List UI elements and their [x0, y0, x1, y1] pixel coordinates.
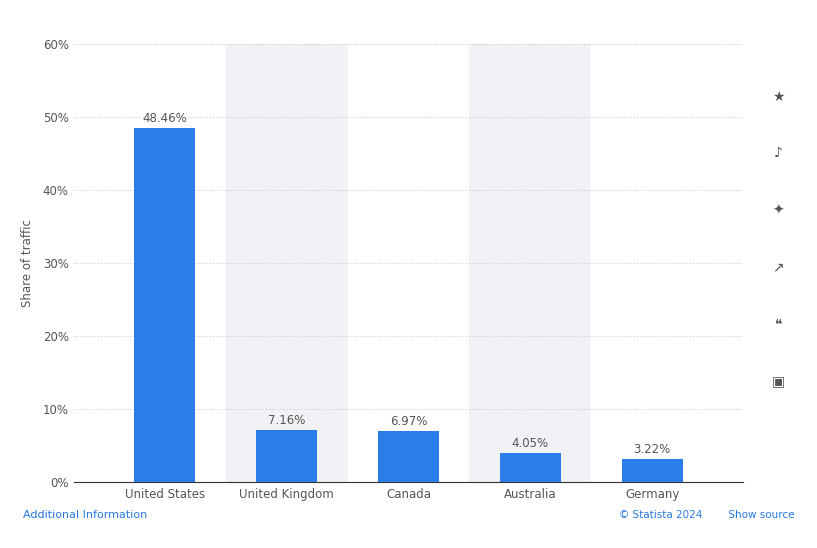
Text: © Statista 2024        Show source: © Statista 2024 Show source [618, 510, 801, 520]
Text: Additional Information: Additional Information [16, 510, 148, 520]
Text: ★: ★ [772, 89, 784, 104]
Bar [104, 44, 225, 482]
Text: ▣: ▣ [771, 374, 785, 389]
Text: 7.16%: 7.16% [268, 414, 306, 427]
Text: ✦: ✦ [772, 203, 784, 218]
Text: 4.05%: 4.05% [511, 437, 549, 450]
Text: 48.46%: 48.46% [142, 112, 187, 125]
Bar [622, 459, 682, 482]
Y-axis label: Share of traffic: Share of traffic [21, 219, 34, 307]
Bar [378, 431, 439, 482]
Text: ❝: ❝ [775, 317, 782, 332]
Text: 3.22%: 3.22% [633, 443, 671, 456]
Bar [347, 44, 470, 482]
Bar [135, 128, 195, 482]
Bar [470, 44, 592, 482]
Bar [257, 430, 317, 482]
Bar [225, 44, 347, 482]
Text: ↗: ↗ [772, 260, 784, 275]
Text: 6.97%: 6.97% [390, 415, 427, 429]
Bar [500, 453, 560, 482]
Bar [592, 44, 713, 482]
Text: ♪: ♪ [774, 146, 783, 161]
